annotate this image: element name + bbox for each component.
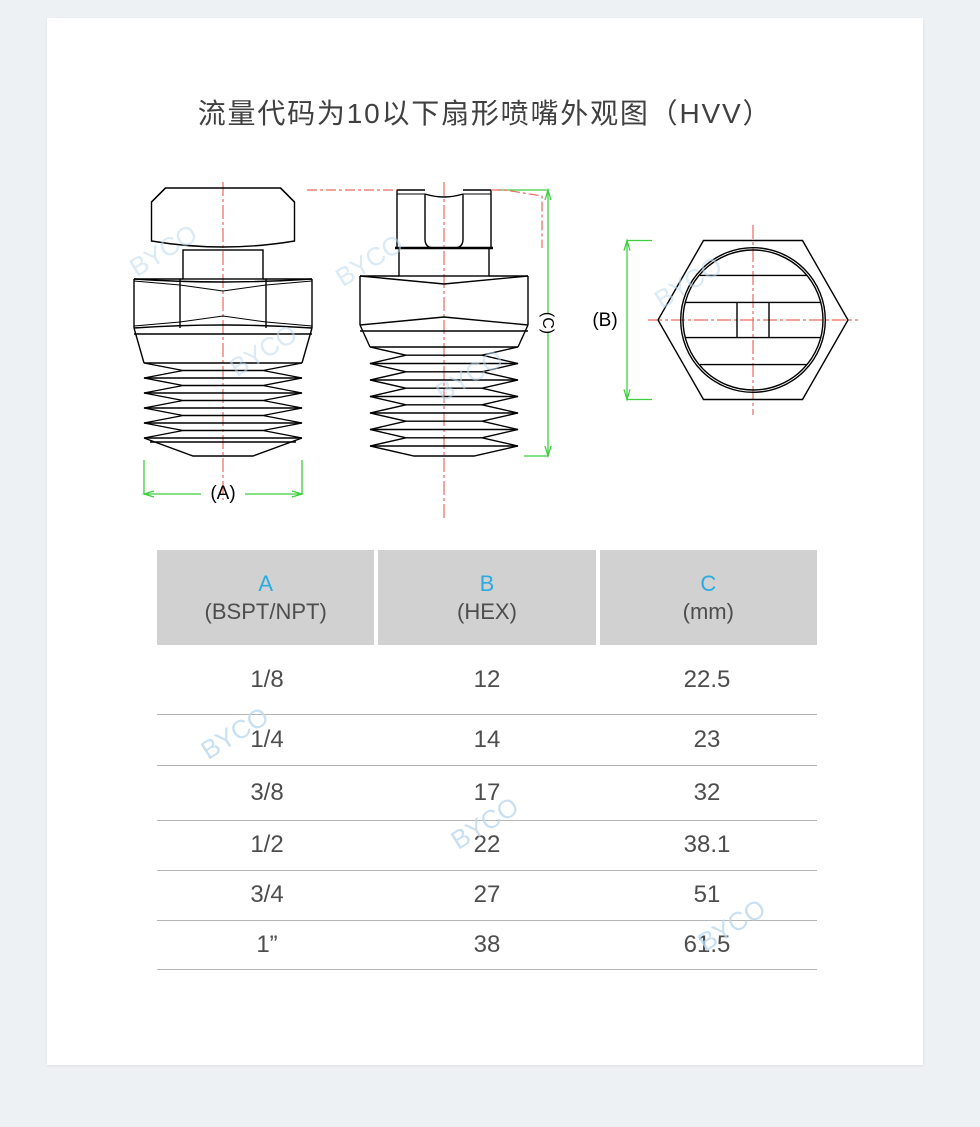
svg-text:(B): (B)	[592, 310, 617, 331]
svg-text:(A): (A)	[210, 483, 235, 504]
svg-text:BYCO: BYCO	[430, 343, 508, 407]
svg-text:BYCO: BYCO	[649, 250, 727, 314]
svg-text:BYCO: BYCO	[330, 228, 408, 292]
svg-text:BYCO: BYCO	[224, 318, 302, 382]
svg-text:BYCO: BYCO	[124, 218, 202, 282]
svg-text:(C): (C)	[539, 312, 556, 334]
